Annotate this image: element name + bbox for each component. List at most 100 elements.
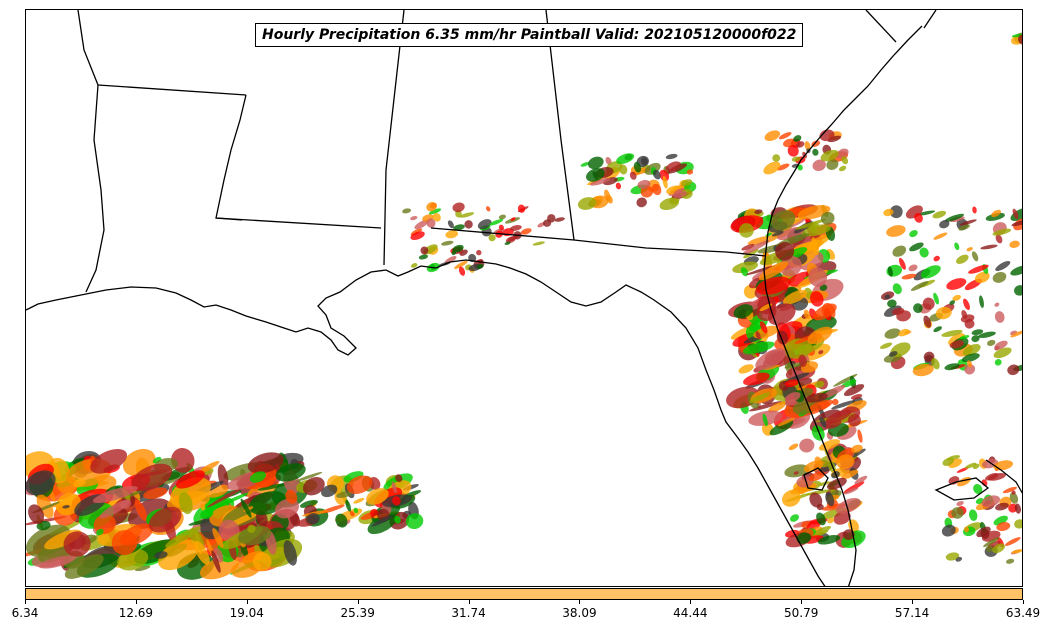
precip-blob [763, 161, 781, 175]
precip-blob [426, 218, 436, 228]
precip-blob [207, 484, 230, 498]
map-area: Hourly Precipitation 6.35 mm/hr Paintbal… [25, 9, 1023, 587]
precip-blob [841, 156, 849, 165]
precip-blob [994, 359, 1002, 366]
precip-blob [978, 331, 996, 338]
precip-blob [498, 224, 504, 231]
precip-blob [1010, 330, 1022, 338]
precip-blob [366, 488, 389, 505]
precip-blob [952, 294, 961, 301]
precip-blob [791, 156, 801, 162]
precip-blob [1005, 558, 1015, 564]
precip-blob [200, 508, 214, 519]
precip-blob [813, 525, 831, 536]
precip-blob [1009, 492, 1019, 504]
precip-blob [771, 210, 796, 231]
precip-blob [73, 478, 86, 488]
state-border-ar-la [97, 84, 247, 96]
precip-blob [994, 340, 1008, 350]
precip-blob [238, 525, 272, 546]
precip-blob [896, 310, 911, 322]
colorbar-tick-label: 25.39 [340, 606, 375, 620]
colorbar-tick-label: 6.34 [11, 606, 39, 620]
precip-blob [1004, 537, 1021, 546]
precip-blob [743, 341, 775, 354]
precip-blob [488, 234, 496, 242]
precip-blob [971, 335, 980, 343]
precip-blob [410, 215, 418, 221]
precip-blob [336, 491, 352, 498]
precip-blob [577, 197, 597, 210]
precip-blob [498, 214, 506, 220]
precip-blob [909, 242, 924, 252]
precip-blob [812, 159, 826, 172]
precip-blob [933, 292, 939, 305]
precip-blob [781, 489, 801, 507]
precip-blob [976, 526, 991, 538]
precip-blob [353, 507, 359, 514]
precip-blob [995, 260, 1011, 272]
precip-blob [619, 164, 628, 175]
colorbar-tick-mark [135, 600, 137, 604]
precip-blob [832, 398, 839, 406]
precip-blob [395, 474, 403, 483]
precip-blob [257, 483, 288, 491]
precip-blob [831, 400, 856, 410]
precip-blob [944, 213, 964, 222]
precip-blob [962, 344, 981, 356]
precip-blob [746, 265, 777, 276]
precip-blob [973, 483, 983, 495]
precip-blob [810, 291, 824, 307]
precip-blob [912, 363, 934, 377]
precip-blob [742, 240, 770, 255]
precip-blob [119, 523, 154, 546]
precip-blob [517, 204, 526, 213]
precip-blob [814, 456, 822, 465]
precip-blob [779, 255, 802, 277]
state-border-ms-west [215, 94, 247, 221]
precip-blob [212, 528, 224, 548]
precip-blob [452, 202, 465, 213]
precip-blob [740, 267, 749, 277]
precip-blob [743, 284, 758, 299]
precip-blob [959, 335, 970, 340]
colorbar [25, 588, 1023, 600]
precip-blob [972, 206, 977, 214]
precipitation-map [26, 10, 1022, 586]
precip-blob [898, 328, 910, 337]
precip-blob [946, 278, 967, 290]
precip-blob [616, 153, 635, 164]
lake-okeechobee [803, 467, 829, 491]
precip-blob [918, 210, 936, 216]
precip-blob [680, 191, 687, 197]
precip-blob [1011, 33, 1022, 38]
precip-blob [458, 266, 466, 276]
precip-blob [532, 241, 545, 246]
precip-blob [811, 237, 820, 256]
precip-blob [247, 452, 284, 474]
precip-blob [825, 409, 852, 424]
colorbar-tick-label: 44.44 [673, 606, 708, 620]
precip-blob [459, 212, 475, 218]
precip-blob [295, 471, 323, 482]
precip-blob [854, 475, 868, 485]
precip-blob [547, 214, 556, 223]
precip-blob [410, 263, 418, 268]
precip-blob [755, 348, 787, 370]
precip-blob [833, 510, 851, 525]
precip-blob [818, 350, 824, 355]
precip-blob [1014, 519, 1022, 529]
precip-blob [768, 401, 787, 413]
precip-blob [1011, 219, 1022, 227]
precip-blob [790, 514, 799, 522]
precip-blob [827, 135, 842, 143]
precip-blob [933, 326, 943, 333]
precip-blob [826, 159, 839, 170]
precip-blob [447, 220, 454, 229]
precip-blob [790, 418, 806, 426]
precip-blob [665, 153, 678, 160]
precip-blob [991, 209, 1001, 218]
precip-blob [504, 241, 511, 245]
precip-blob [299, 499, 318, 508]
precip-blob [987, 473, 1006, 481]
